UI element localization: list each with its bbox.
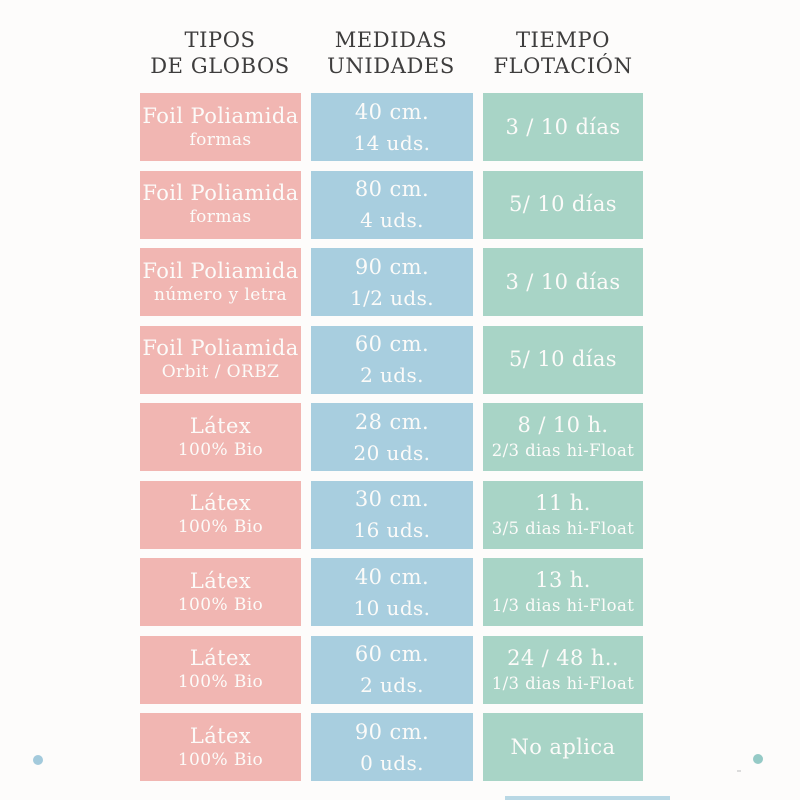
row-3-tipo-cell: Foil Poliamida número y letra (140, 248, 301, 316)
row-3-medidas-cell: 90 cm. 1/2 uds. (311, 248, 473, 316)
row-6-medidas-cell: 30 cm. 16 uds. (311, 480, 473, 549)
cell-text-line: 1/3 dias hi-Float (491, 596, 635, 615)
row-7-tiempo-cell: 13 h. 1/3 dias hi-Float (483, 558, 643, 626)
decor-tiny-dash (737, 770, 741, 772)
decor-dot-left (33, 755, 43, 765)
row-6-tipo-cell: Látex 100% Bio (140, 480, 301, 549)
row-4-tiempo-cell: 5/ 10 días (483, 325, 643, 394)
header-line: TIPOS (184, 28, 256, 52)
cell-text-line: 100% Bio (177, 672, 264, 692)
cell-text-line: Orbit / ORBZ (161, 362, 280, 382)
cell-text-line: 3 / 10 días (505, 269, 621, 294)
row-7-medidas-cell: 40 cm. 10 uds. (311, 558, 473, 626)
cell-text-line: 30 cm. (354, 487, 430, 511)
row-1-tipo-cell: Foil Poliamida formas (140, 93, 301, 161)
row-2-tipo-cell: Foil Poliamida formas (140, 170, 301, 239)
cell-text-line: 90 cm. (354, 719, 430, 744)
cell-text-line: 100% Bio (177, 749, 264, 770)
cell-text-line: Látex (189, 413, 252, 438)
cell-text-line: 60 cm. (354, 642, 430, 666)
cell-text-line: formas (189, 129, 252, 150)
table-grid: Foil Poliamida formas 40 cm. 14 uds. 3 / 10 … (140, 93, 643, 781)
row-9-tiempo-cell: No aplica (483, 713, 643, 781)
cell-text-line: número y letra (153, 284, 288, 305)
header-line: UNIDADES (327, 54, 455, 78)
cell-text-line: 10 uds. (353, 595, 431, 620)
cell-text-line: Foil Poliamida (142, 181, 299, 205)
row-5-medidas-cell: 28 cm. 20 uds. (311, 403, 473, 471)
cell-text-line: 100% Bio (177, 439, 264, 460)
row-2-medidas-cell: 80 cm. 4 uds. (311, 170, 473, 239)
cell-text-line: Foil Poliamida (142, 103, 299, 128)
cell-text-line: 13 h. (535, 568, 591, 592)
cell-text-line: 0 uds. (360, 750, 424, 775)
row-5-tiempo-cell: 8 / 10 h. 2/3 dias hi-Float (483, 403, 643, 471)
decor-dot-right (753, 754, 763, 764)
row-3-tiempo-cell: 3 / 10 días (483, 248, 643, 316)
cell-text-line: formas (189, 207, 252, 227)
cell-text-line: 3/5 dias hi-Float (491, 518, 635, 538)
column-header-tiempo-flotacion: TIEMPO FLOTACIÓN (453, 27, 673, 79)
cell-text-line: 14 uds. (353, 130, 431, 155)
row-8-tiempo-cell: 24 / 48 h.. 1/3 dias hi-Float (483, 635, 643, 704)
cell-text-line: 100% Bio (177, 594, 264, 615)
cell-text-line: 20 uds. (353, 440, 431, 465)
cell-text-line: 100% Bio (177, 517, 264, 537)
cell-text-line: 8 / 10 h. (517, 413, 609, 437)
cell-text-line: 90 cm. (354, 254, 430, 279)
row-8-medidas-cell: 60 cm. 2 uds. (311, 635, 473, 704)
row-8-tipo-cell: Látex 100% Bio (140, 635, 301, 704)
cell-text-line: 2 uds. (360, 363, 424, 387)
row-1-tiempo-cell: 3 / 10 días (483, 93, 643, 161)
column-header-medidas-unidades: MEDIDAS UNIDADES (281, 27, 501, 79)
cell-text-line: Látex (189, 646, 252, 670)
row-7-tipo-cell: Látex 100% Bio (140, 558, 301, 626)
cell-text-line: 24 / 48 h.. (507, 645, 619, 670)
row-1-medidas-cell: 40 cm. 14 uds. (311, 93, 473, 161)
cell-text-line: Látex (189, 723, 252, 748)
cell-text-line: 11 h. (535, 490, 591, 515)
cell-text-line: 1/3 dias hi-Float (491, 673, 635, 693)
cell-text-line: 60 cm. (354, 332, 430, 356)
row-4-medidas-cell: 60 cm. 2 uds. (311, 325, 473, 394)
cell-text-line: 40 cm. (354, 564, 430, 589)
cell-text-line: 3 / 10 días (505, 114, 621, 139)
row-9-medidas-cell: 90 cm. 0 uds. (311, 713, 473, 781)
cell-text-line: 5/ 10 días (509, 192, 617, 216)
cell-text-line: No aplica (510, 734, 616, 759)
cell-text-line: 80 cm. (354, 177, 430, 201)
header-line: MEDIDAS (334, 28, 448, 52)
row-2-tiempo-cell: 5/ 10 días (483, 170, 643, 239)
header-line: DE GLOBOS (150, 54, 290, 78)
column-header-tipos-de-globos: TIPOS DE GLOBOS (110, 27, 330, 79)
cell-text-line: 16 uds. (353, 518, 431, 542)
row-9-tipo-cell: Látex 100% Bio (140, 713, 301, 781)
header-line: FLOTACIÓN (493, 54, 633, 78)
row-4-tipo-cell: Foil Poliamida Orbit / ORBZ (140, 325, 301, 394)
decor-cropped-next-cell (505, 796, 670, 800)
cell-text-line: 4 uds. (360, 208, 424, 232)
cell-text-line: Foil Poliamida (142, 336, 299, 360)
cell-text-line: 5/ 10 días (509, 347, 617, 371)
cell-text-line: Látex (189, 491, 252, 515)
cell-text-line: 1/2 uds. (349, 285, 435, 310)
cell-text-line: 40 cm. (354, 99, 430, 124)
row-5-tipo-cell: Látex 100% Bio (140, 403, 301, 471)
header-line: TIEMPO (515, 28, 611, 52)
cell-text-line: 2 uds. (360, 673, 424, 697)
cell-text-line: 28 cm. (354, 409, 430, 434)
cell-text-line: Foil Poliamida (142, 258, 299, 283)
row-6-tiempo-cell: 11 h. 3/5 dias hi-Float (483, 480, 643, 549)
cell-text-line: 2/3 dias hi-Float (491, 441, 635, 460)
cell-text-line: Látex (189, 568, 252, 593)
